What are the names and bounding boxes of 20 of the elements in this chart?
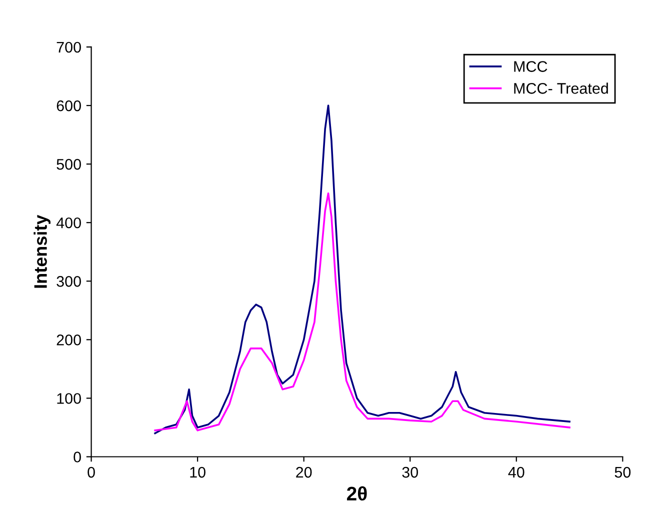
x-tick-label: 30: [402, 466, 418, 478]
y-tick-label: 300: [56, 276, 81, 287]
x-tick-label: 0: [88, 466, 95, 478]
y-tick-label: 200: [56, 334, 81, 346]
y-axis-title: Intensity: [34, 214, 51, 288]
legend-label: MCC: [514, 61, 548, 72]
x-tick-label: 40: [508, 466, 524, 478]
y-tick-label: 100: [57, 393, 81, 404]
y-tick-label: 0: [74, 452, 81, 462]
line-series: [154, 104, 570, 434]
y-tick-label: 700: [56, 42, 81, 53]
y-tick-label: 400: [56, 217, 81, 228]
x-tick-label: 10: [190, 466, 206, 478]
y-tick-label: 500: [56, 158, 81, 170]
line-series: [154, 192, 570, 432]
x-axis-title: 2θ: [346, 486, 367, 501]
y-tick-label: 600: [56, 100, 81, 112]
x-tick-label: 20: [296, 466, 312, 478]
x-tick-label: 50: [614, 466, 631, 478]
legend-label: MCC- Treated: [514, 82, 608, 94]
